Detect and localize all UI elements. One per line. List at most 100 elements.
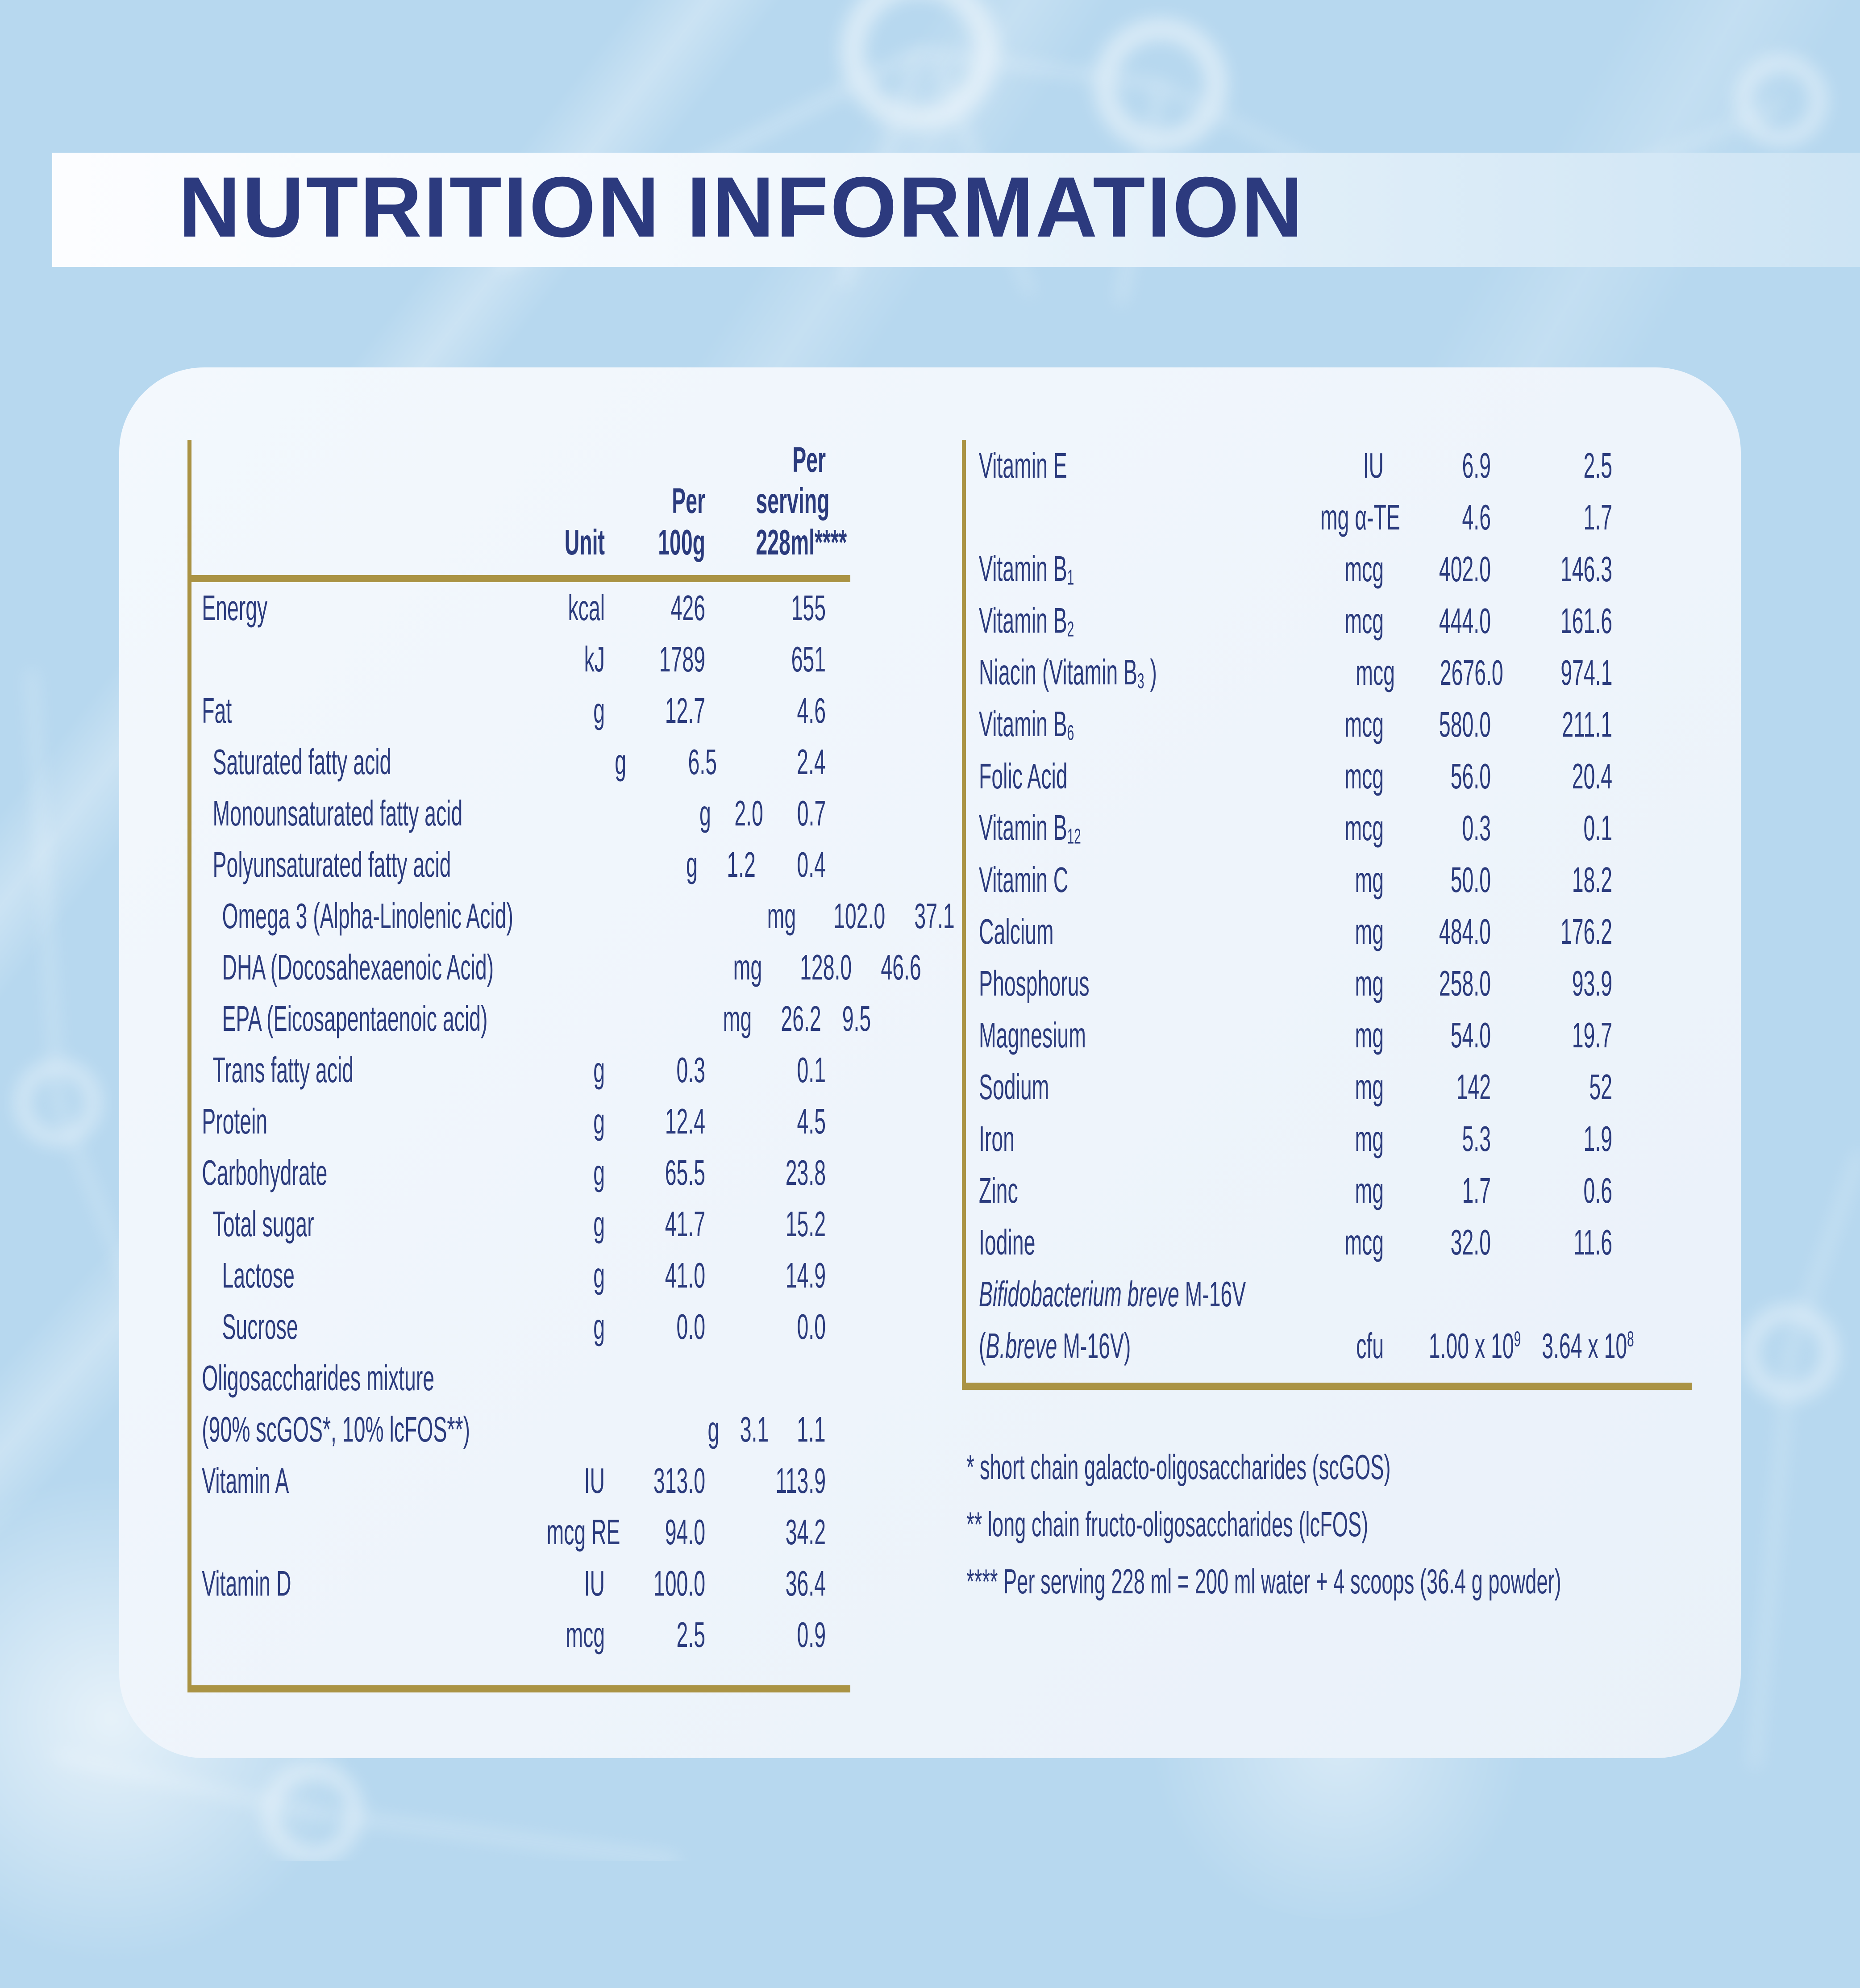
table-row: Polyunsaturated fatty acid g 1.2 0.4 xyxy=(191,839,850,890)
table-row: Trans fatty acid g 0.3 0.1 xyxy=(191,1044,850,1096)
table-row: Monounsaturated fatty acid g 2.0 0.7 xyxy=(191,788,850,839)
unit-cell: g xyxy=(593,690,605,730)
page-title: NUTRITION INFORMATION xyxy=(179,158,1305,255)
per-100g-cell: 1.00 x 109 xyxy=(1428,1326,1521,1366)
per-serving-cell: 15.2 xyxy=(785,1204,826,1244)
unit-cell: mcg xyxy=(566,1614,605,1655)
table-row: Iron mg 5.3 1.9 xyxy=(966,1113,1692,1165)
nutrient-label: Polyunsaturated fatty acid xyxy=(212,844,451,884)
unit-cell: IU xyxy=(584,1563,605,1603)
unit-cell: mg xyxy=(723,998,752,1038)
unit-cell: mcg xyxy=(1344,756,1384,796)
unit-cell: mg xyxy=(1355,1067,1384,1107)
unit-cell: mg xyxy=(1355,1119,1384,1159)
per-serving-cell: 4.6 xyxy=(797,690,826,730)
per-100g-cell: 5.3 xyxy=(1462,1119,1491,1159)
nutrient-label: Vitamin B12 xyxy=(979,808,1081,849)
per-100g-cell: 0.3 xyxy=(676,1050,705,1090)
nutrition-table-left: Unit Per 100g Per serving 228ml**** Energy k… xyxy=(187,440,955,1692)
table-row: mcg RE 94.0 34.2 xyxy=(191,1506,850,1558)
unit-cell: mcg xyxy=(1344,601,1384,641)
unit-cell: mg xyxy=(1355,912,1384,951)
per-serving-cell: 0.9 xyxy=(797,1614,826,1655)
per-100g-cell: 26.2 xyxy=(781,998,821,1038)
table-row: Folic Acid mcg 56.0 20.4 xyxy=(966,750,1692,802)
unit-cell: cfu xyxy=(1356,1326,1384,1366)
table-row: Protein g 12.4 4.5 xyxy=(191,1096,850,1147)
nutrient-label: Niacin (Vitamin B3 ) xyxy=(979,652,1157,693)
nutrient-label: Vitamin D xyxy=(202,1563,291,1603)
nutrient-label: Vitamin B1 xyxy=(979,549,1074,590)
nutrient-label: Iodine xyxy=(979,1222,1036,1262)
table-row: Oligosaccharides mixture xyxy=(191,1352,850,1404)
per-serving-cell: 0.0 xyxy=(797,1306,826,1346)
nutrient-label: Folic Acid xyxy=(979,756,1068,796)
unit-cell: g xyxy=(593,1152,605,1192)
table-row: Calcium mg 484.0 176.2 xyxy=(966,906,1692,958)
unit-cell: g xyxy=(699,793,711,833)
nutrient-label: Bifidobacterium breve M-16V xyxy=(979,1274,1246,1314)
unit-cell: mcg xyxy=(1344,704,1384,744)
unit-cell: g xyxy=(593,1101,605,1141)
table-row: kJ 1789 651 xyxy=(191,633,850,685)
per-100g-cell: 3.1 xyxy=(740,1409,769,1449)
nutrient-label: Energy xyxy=(202,588,268,628)
per-serving-cell: 20.4 xyxy=(1572,756,1612,796)
per-100g-cell: 580.0 xyxy=(1439,704,1491,744)
per-serving-cell: 1.7 xyxy=(1583,497,1612,537)
nutrient-label: Vitamin A xyxy=(202,1460,289,1500)
per-100g-cell: 100.0 xyxy=(653,1563,705,1603)
table-row: Total sugar g 41.7 15.2 xyxy=(191,1198,850,1250)
unit-cell: IU xyxy=(1363,446,1384,485)
nutrient-label: (B.breve M-16V) xyxy=(979,1326,1131,1366)
per-serving-cell: 11.6 xyxy=(1573,1222,1612,1262)
nutrient-label: Protein xyxy=(202,1101,268,1141)
table-row: Carbohydrate g 65.5 23.8 xyxy=(191,1147,850,1198)
unit-cell: IU xyxy=(584,1460,605,1500)
per-serving-cell: 2.5 xyxy=(1583,446,1612,485)
nutrient-label: Fat xyxy=(202,690,232,730)
table-header-row: Unit Per 100g Per serving 228ml**** xyxy=(191,440,850,582)
per-serving-cell: 146.3 xyxy=(1560,549,1612,589)
table-row: Vitamin B1 mcg 402.0 146.3 xyxy=(966,543,1692,595)
unit-cell: g xyxy=(593,1255,605,1295)
per-serving-cell: 3.64 x 108 xyxy=(1542,1326,1634,1366)
table-row: (90% scGOS*, 10% lcFOS**) g 3.1 1.1 xyxy=(191,1404,850,1455)
per-serving-cell: 0.1 xyxy=(1583,808,1612,848)
per-serving-cell: 161.6 xyxy=(1560,601,1612,641)
nutrient-label: DHA (Docosahexaenoic Acid) xyxy=(222,947,494,987)
per-serving-cell: 9.5 xyxy=(842,998,871,1038)
nutrient-label: Phosphorus xyxy=(979,963,1090,1003)
per-serving-cell: 2.4 xyxy=(797,742,826,782)
nutrient-label: Lactose xyxy=(222,1255,295,1295)
table-row: mcg 2.5 0.9 xyxy=(191,1609,850,1660)
table-row: Phosphorus mg 258.0 93.9 xyxy=(966,958,1692,1009)
table-row: Vitamin B6 mcg 580.0 211.1 xyxy=(966,699,1692,750)
per-serving-cell: 23.8 xyxy=(785,1152,826,1192)
per-100g-cell: 41.7 xyxy=(665,1204,705,1244)
per-serving-cell: 52 xyxy=(1589,1067,1612,1107)
nutrient-label: Vitamin E xyxy=(979,446,1067,485)
per-100g-cell: 1.7 xyxy=(1462,1171,1491,1210)
per-100g-cell: 94.0 xyxy=(665,1512,705,1552)
per-100g-cell: 313.0 xyxy=(653,1460,705,1500)
per-100g-cell: 2.0 xyxy=(734,793,763,833)
per-100g-cell: 12.7 xyxy=(665,690,705,730)
nutrient-label: Vitamin C xyxy=(979,860,1069,900)
per-100g-cell: 1789 xyxy=(659,639,705,679)
per-serving-cell: 974.1 xyxy=(1560,653,1612,692)
per-serving-cell: 651 xyxy=(791,639,826,679)
table-row: Energy kcal 426 155 xyxy=(191,582,850,633)
nutrient-label: Magnesium xyxy=(979,1015,1086,1055)
table-row: Niacin (Vitamin B3 ) mcg 2676.0 974.1 xyxy=(966,647,1692,699)
per-serving-cell: 176.2 xyxy=(1560,912,1612,951)
footnote: **** Per serving 228 ml = 200 ml water +… xyxy=(966,1561,1561,1601)
per-serving-cell: 19.7 xyxy=(1572,1015,1612,1055)
table-row: Vitamin B12 mcg 0.3 0.1 xyxy=(966,802,1692,854)
per-serving-cell: 37.1 xyxy=(914,896,955,936)
table-row: Magnesium mg 54.0 19.7 xyxy=(966,1009,1692,1061)
table-row: Sodium mg 142 52 xyxy=(966,1061,1692,1113)
nutrient-label: EPA (Eicosapentaenoic acid) xyxy=(222,998,488,1038)
per-100g-cell: 56.0 xyxy=(1450,756,1491,796)
